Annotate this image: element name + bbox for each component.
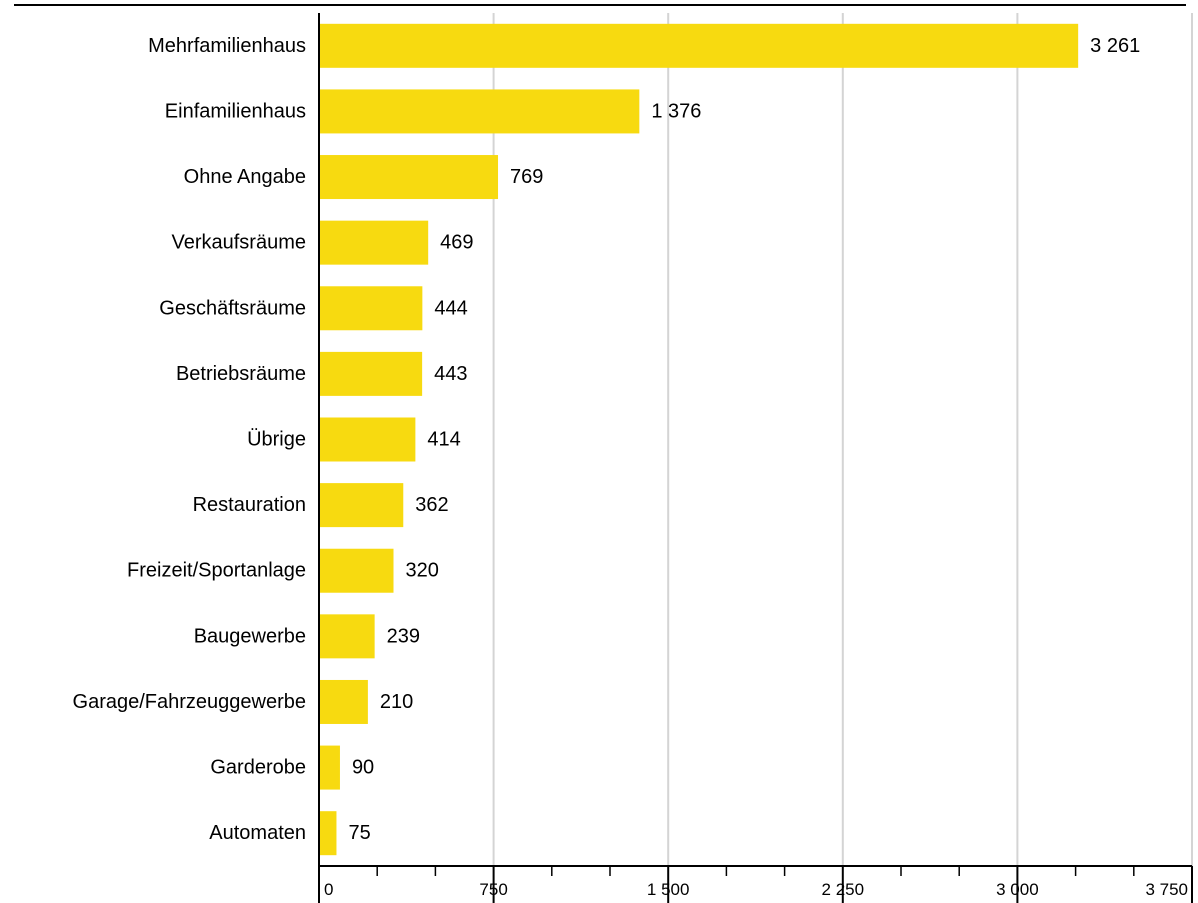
category-label: Freizeit/Sportanlage: [127, 560, 306, 582]
category-label: Einfamilienhaus: [165, 100, 306, 122]
bar: [320, 286, 423, 331]
x-tick-label: 3 000: [996, 880, 1039, 899]
category-label: Baugewerbe: [194, 625, 306, 647]
category-label: Mehrfamilienhaus: [148, 35, 306, 57]
value-label: 210: [380, 691, 413, 713]
grid-lines: [492, 13, 1193, 866]
value-label: 414: [427, 429, 460, 451]
value-label: 75: [348, 822, 370, 844]
bar: [320, 483, 404, 528]
x-tick-label: 3 750: [1145, 880, 1188, 899]
category-label: Restauration: [193, 494, 306, 516]
x-tick-label: 0: [324, 880, 333, 899]
category-label: Automaten: [209, 822, 306, 844]
category-label: Verkaufsräume: [171, 232, 306, 254]
value-label: 239: [387, 625, 420, 647]
labels: Mehrfamilienhaus 3 261 Einfamilienhaus 1 37…: [73, 35, 1188, 899]
category-label: Ohne Angabe: [184, 166, 306, 188]
x-tick-label: 750: [479, 880, 507, 899]
bars: [320, 23, 1079, 856]
value-label: 320: [405, 560, 438, 582]
category-label: Geschäftsräume: [159, 297, 306, 319]
value-label: 1 376: [651, 100, 701, 122]
value-label: 3 261: [1090, 35, 1140, 57]
category-label: Übrige: [247, 429, 306, 451]
bar: [320, 679, 368, 724]
bar: [320, 745, 340, 790]
bar: [320, 23, 1079, 68]
value-label: 362: [415, 494, 448, 516]
x-tick-label: 1 500: [647, 880, 690, 899]
bar: [320, 614, 375, 659]
value-label: 469: [440, 232, 473, 254]
value-label: 443: [434, 363, 467, 385]
category-label: Betriebsräume: [176, 363, 306, 385]
bar: [320, 89, 640, 134]
x-tick-label: 2 250: [822, 880, 865, 899]
category-label: Garage/Fahrzeuggewerbe: [73, 691, 306, 713]
value-label: 444: [434, 297, 467, 319]
bar: [320, 220, 429, 265]
value-label: 769: [510, 166, 543, 188]
bar: [320, 351, 423, 396]
category-label: Garderobe: [210, 757, 306, 779]
bar: [320, 417, 416, 462]
bar: [320, 811, 337, 856]
bar: [320, 548, 394, 593]
value-label: 90: [352, 757, 374, 779]
bar: [320, 155, 499, 200]
axes: [14, 4, 1193, 903]
